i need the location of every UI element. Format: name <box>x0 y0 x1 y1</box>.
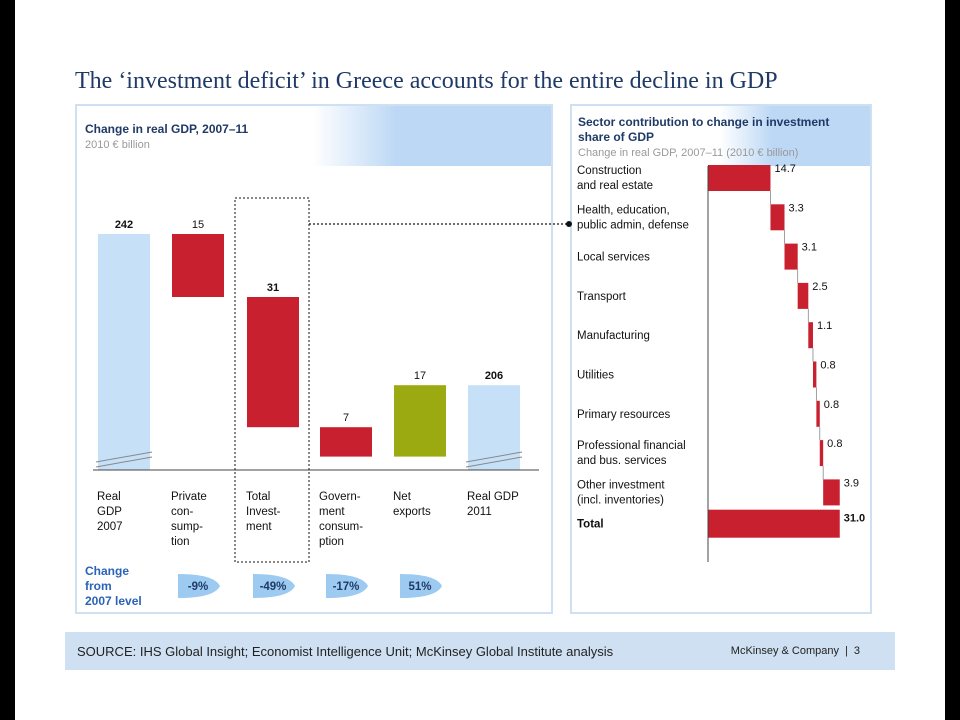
pct-change-label: -49% <box>260 581 287 593</box>
source-footer: SOURCE: IHS Global Insight; Economist In… <box>65 632 895 670</box>
waterfall-category-label: Private <box>171 491 207 503</box>
waterfall-category-label: 2007 <box>97 521 123 533</box>
waterfall-category-label: ment <box>319 506 345 518</box>
sector-category-label: Primary resources <box>577 409 671 421</box>
sector-value-label: 2.5 <box>812 281 827 293</box>
sector-value-label: 3.1 <box>802 242 817 254</box>
axis-break-mark <box>465 456 523 468</box>
waterfall-value-label: 15 <box>192 219 204 231</box>
waterfall-value-label: 242 <box>115 219 133 231</box>
sector-bar <box>770 204 785 231</box>
change-from-label: 2007 level <box>85 594 142 608</box>
sector-total-label: Total <box>577 519 604 531</box>
pct-change-label: -17% <box>333 581 360 593</box>
brand-separator: | <box>845 645 848 657</box>
page-number: 3 <box>853 645 860 657</box>
sector-category-label: public admin, defense <box>577 219 689 231</box>
axis-break-mark <box>95 451 153 463</box>
sector-category-label: Construction <box>577 165 642 177</box>
waterfall-value-label: 17 <box>414 370 426 382</box>
pct-change-badge <box>326 574 368 598</box>
sector-value-label: 0.8 <box>820 360 835 372</box>
waterfall-bar <box>468 385 520 470</box>
right-panel-title-line1: Sector contribution to change in investm… <box>578 115 830 129</box>
waterfall-category-label: ption <box>319 536 344 548</box>
waterfall-category-label: Total <box>246 491 270 503</box>
connector-dot <box>566 221 572 227</box>
sector-bar <box>708 165 771 191</box>
waterfall-category-label: Govern- <box>319 491 361 503</box>
sector-category-label: Transport <box>577 291 627 303</box>
sector-category-label: Other investment <box>577 479 665 491</box>
axis-break-mark <box>95 456 153 468</box>
sector-bar <box>797 282 809 309</box>
sector-bar <box>823 479 840 506</box>
left-panel-subtitle: 2010 € billion <box>85 139 150 151</box>
slide-title: The ‘investment deficit’ in Greece accou… <box>75 68 778 94</box>
axis-break-mark <box>465 451 523 463</box>
change-from-label: Change <box>85 564 129 578</box>
sector-value-label: 3.9 <box>844 477 859 489</box>
waterfall-bar <box>394 385 446 457</box>
sector-category-label: (incl. inventories) <box>577 494 664 506</box>
waterfall-category-label: Invest- <box>246 506 281 518</box>
waterfall-category-label: tion <box>171 536 190 548</box>
sector-category-label: Professional financial <box>577 440 686 452</box>
slide: The ‘investment deficit’ in Greece accou… <box>15 0 945 720</box>
waterfall-category-label: ment <box>246 521 272 533</box>
sector-bar <box>784 243 798 270</box>
left-panel-title: Change in real GDP, 2007–11 <box>85 122 249 136</box>
pct-change-badge <box>178 574 220 598</box>
waterfall-bar <box>98 234 150 470</box>
waterfall-category-label: sump- <box>171 521 203 533</box>
waterfall-value-label: 206 <box>485 370 503 382</box>
sector-bar <box>816 400 820 427</box>
source-note: SOURCE: IHS Global Insight; Economist In… <box>77 644 614 659</box>
waterfall-category-label: Real <box>97 491 121 503</box>
sector-category-label: Utilities <box>577 370 614 382</box>
pct-change-badge <box>253 574 295 598</box>
waterfall-bar <box>247 297 299 428</box>
sector-value-label: 14.7 <box>774 163 795 175</box>
gdp-waterfall-panel: Change in real GDP, 2007–11 2010 € billi… <box>75 104 553 614</box>
waterfall-category-label: consum- <box>319 521 363 533</box>
waterfall-category-label: con- <box>171 506 194 518</box>
right-panel-title-line2: share of GDP <box>578 130 655 144</box>
charts-svg: 242 Real GDP 2007 15 Private con-sump-tion -9% 3… <box>85 163 865 608</box>
change-from-label: from <box>85 579 112 593</box>
waterfall-bar <box>172 234 224 297</box>
panel-header-band <box>313 106 551 166</box>
panel-header-band <box>720 106 870 166</box>
sector-category-label: Health, education, <box>577 204 670 216</box>
sector-category-label: Local services <box>577 252 650 264</box>
sector-category-label: and real estate <box>577 180 653 192</box>
pct-change-label: 51% <box>408 581 431 593</box>
brand-block: McKinsey & Company | 3 <box>731 645 860 657</box>
brand-name: McKinsey & Company <box>730 645 840 657</box>
sector-category-label: and bus. services <box>577 455 667 467</box>
waterfall-bar <box>320 427 372 457</box>
waterfall-value-label: 7 <box>343 412 349 424</box>
sector-value-label: 3.3 <box>789 202 804 214</box>
pct-change-label: -9% <box>188 581 208 593</box>
waterfall-category-label: 2011 <box>467 506 492 518</box>
right-panel-subtitle: Change in real GDP, 2007–11 (2010 € bill… <box>578 147 799 159</box>
pct-change-badge <box>400 574 442 598</box>
sector-category-label: Manufacturing <box>577 330 650 342</box>
waterfall-category-label: Real GDP <box>467 491 519 503</box>
waterfall-category-label: exports <box>393 506 431 518</box>
sector-bar <box>812 361 817 388</box>
sector-total-bar <box>708 509 840 538</box>
highlight-box <box>234 197 310 563</box>
sector-value-label: 1.1 <box>817 320 832 332</box>
sector-bar <box>819 440 824 467</box>
sector-value-label: 0.8 <box>824 399 839 411</box>
sector-value-label: 0.8 <box>827 438 842 450</box>
waterfall-value-label: 31 <box>267 282 279 294</box>
waterfall-category-label: GDP <box>97 506 122 518</box>
waterfall-category-label: Net <box>393 491 412 503</box>
sector-total-value: 31.0 <box>844 513 865 525</box>
sector-bar <box>808 322 813 349</box>
